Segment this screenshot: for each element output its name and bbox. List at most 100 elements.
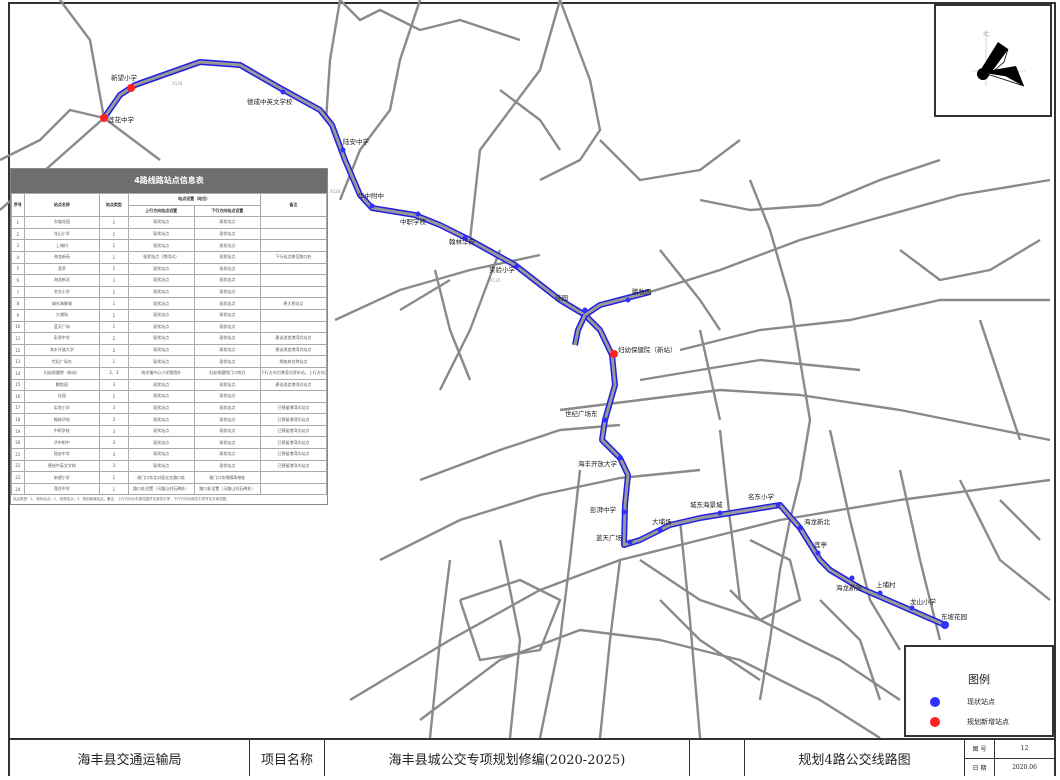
table-cell: 彭湃中学 <box>23 332 101 345</box>
existing-stop-marker[interactable] <box>877 590 883 596</box>
table-cell: 现状站点 <box>127 320 195 334</box>
existing-stop-marker[interactable] <box>815 550 821 556</box>
stop-label: 莲花中学 <box>108 115 135 124</box>
existing-stop-marker[interactable] <box>775 502 781 508</box>
stop-label: 德成中英文学校 <box>247 97 293 106</box>
road <box>819 599 882 701</box>
col-up: 上行方向站点设置 <box>127 204 195 218</box>
existing-stop-marker[interactable] <box>415 211 421 217</box>
new-stop-marker[interactable] <box>610 350 618 358</box>
road <box>999 499 1041 541</box>
existing-stop-marker[interactable] <box>627 539 633 545</box>
road <box>659 599 761 681</box>
table-cell: 1 <box>99 297 129 310</box>
road <box>599 139 741 182</box>
road <box>639 358 861 382</box>
existing-stop-marker[interactable] <box>657 527 663 533</box>
existing-stop-marker[interactable] <box>849 575 855 581</box>
table-cell: 妇幼保健院门口附近 <box>193 366 261 380</box>
stop-label: 海龙新北 <box>804 517 831 526</box>
stop-label: 彭湃中学 <box>590 505 617 514</box>
project-name: 海丰县城公交专项规划修编(2020-2025) <box>325 740 690 776</box>
existing-stop-marker[interactable] <box>717 510 723 516</box>
existing-stop-marker[interactable] <box>621 509 627 515</box>
table-cell: 现状站点 <box>127 413 195 426</box>
existing-stop-marker[interactable] <box>909 605 915 611</box>
table-row: 20 华中附中 3 现状站点 现状站点 已预留港湾式站点 <box>11 436 328 450</box>
table-cell: 16 <box>11 390 25 403</box>
table-cell: 妇幼保健院（新站） <box>23 366 101 380</box>
table-cell: 3 <box>99 378 129 392</box>
compass: 北 <box>934 4 1052 117</box>
existing-stop-marker[interactable] <box>280 89 286 95</box>
table-cell: 2 <box>99 343 129 357</box>
new-stop-marker[interactable] <box>127 84 135 92</box>
table-cell: 现状站点 <box>193 216 261 229</box>
col-no: 序号 <box>11 192 25 218</box>
table-row: 5 莲亭 1 现状站点 现状站点 <box>11 262 328 276</box>
stop-label: 龙山小学 <box>910 597 937 606</box>
agency: 海丰县交通运输局 <box>10 740 250 776</box>
table-cell: 莲花中学 <box>23 482 101 496</box>
table-cell: 海丰开放大学 <box>23 343 101 357</box>
stop-label: 大埔场 <box>652 517 672 526</box>
col-remark: 备注 <box>259 192 328 218</box>
table-cell: 6 <box>11 274 25 287</box>
road <box>698 329 722 421</box>
existing-stop-marker[interactable] <box>941 621 949 629</box>
table-cell: 已预留港湾式站点 <box>259 401 328 415</box>
stop-label: 世纪广场东 <box>565 409 598 418</box>
north-arrow-icon: 北 <box>971 30 1026 87</box>
table-row: 6 海龙新北 1 现状站点 现状站点 <box>11 274 328 287</box>
table-cell: 路口处设置（马路山村石碑处） <box>127 482 195 496</box>
existing-stop-marker[interactable] <box>582 307 588 313</box>
stop-label: 莲亭 <box>814 540 828 549</box>
table-cell: 1 <box>99 216 129 229</box>
existing-stop-marker[interactable] <box>617 455 623 461</box>
road <box>419 423 621 482</box>
existing-stop-marker[interactable] <box>340 147 346 153</box>
table-cell: 现状站点 <box>193 424 261 438</box>
table-cell: 现状站点 <box>127 297 195 310</box>
stop-label: 名东小学 <box>748 492 775 501</box>
road-label: X128 <box>330 189 341 194</box>
table-cell <box>259 239 328 252</box>
table-row: 1 东坡花园 1 现状站点 现状站点 <box>11 216 328 229</box>
col-down: 下行方向站点设置 <box>193 204 261 218</box>
col-type: 站点类型 <box>99 192 129 218</box>
table-cell: 3 <box>99 448 129 461</box>
table-cell: 将废弃名称站点 <box>259 355 328 368</box>
table-cell: 1 <box>99 390 129 403</box>
table-cell: 现状站点 <box>127 436 195 450</box>
table-cell: 1 <box>99 250 129 264</box>
table-cell: 现状站点 <box>127 227 195 241</box>
stop-label: 蓝天广场 <box>596 533 623 542</box>
number-label: 图 号 <box>965 740 994 759</box>
table-cell: 现状站点 <box>193 250 261 264</box>
road <box>433 269 472 381</box>
table-cell: 建议改造港湾式站点 <box>259 343 328 357</box>
col-setting: 站点设置（站位） <box>127 193 261 206</box>
existing-stop-marker[interactable] <box>625 297 631 303</box>
route-road <box>584 290 651 317</box>
existing-stop-marker[interactable] <box>514 263 520 269</box>
route-road <box>573 314 587 346</box>
table-row: 19 中职学校 3 现状站点 现状站点 已预留港湾式站点 <box>11 424 328 438</box>
drawing-title: 规划4路公交线路图 <box>745 740 965 776</box>
table-cell: 现状站点 <box>193 239 261 252</box>
table-cell: 已预留港湾式站点 <box>259 448 328 461</box>
table-cell: 3 <box>99 424 129 438</box>
stop-label: 翰林华府 <box>449 237 476 246</box>
table-cell: 已预留港湾式站点 <box>259 459 328 473</box>
existing-stop-marker[interactable] <box>462 235 468 241</box>
table-cell: 现状站点（港湾式） <box>127 250 195 264</box>
table-cell: 17 <box>11 401 25 415</box>
existing-stop-marker[interactable] <box>602 417 608 423</box>
new-stop-marker[interactable] <box>100 114 108 122</box>
table-cell: 已预留港湾式站点 <box>259 424 328 438</box>
road <box>339 0 521 42</box>
existing-stop-marker[interactable] <box>797 525 803 531</box>
table-cell <box>259 482 328 496</box>
existing-stop-marker[interactable] <box>369 203 375 209</box>
